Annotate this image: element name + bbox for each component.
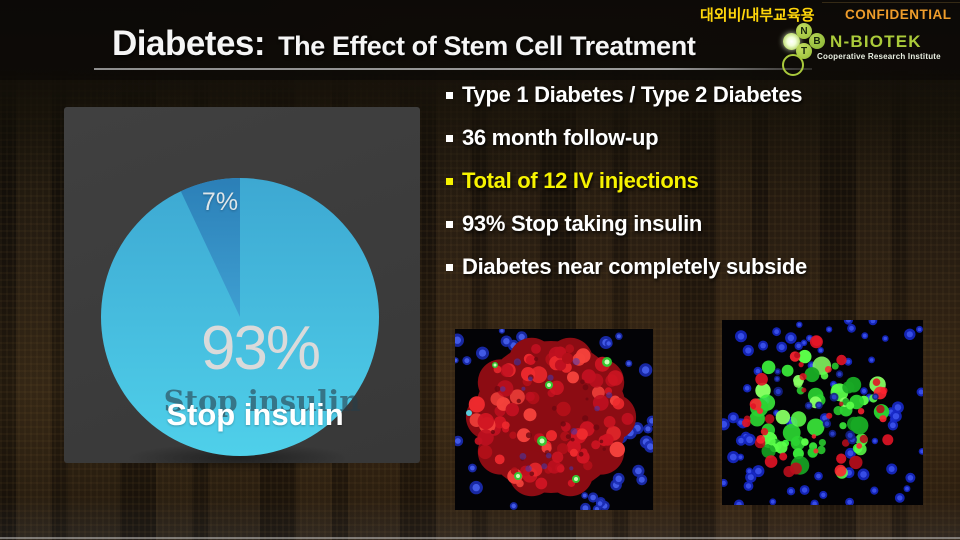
logo-subtitle: Cooperative Research Institute	[817, 52, 941, 61]
pie-chart	[101, 177, 379, 456]
histology-image-gfp-green-svg	[722, 320, 923, 505]
bullet-text: Diabetes near completely subside	[462, 254, 807, 279]
page-title-sub: The Effect of Stem Cell Treatment	[278, 31, 696, 61]
pie-caption-ghost: Stop insulin	[163, 384, 361, 418]
classification-label: 대외비/내부교육용	[700, 7, 815, 24]
nbiotek-logo: N B T N-BIOTEK Cooperative Research Inst…	[780, 20, 960, 76]
histology-image-insulin-red	[455, 329, 653, 510]
bullet-item: Type 1 Diabetes / Type 2 Diabetes	[446, 82, 807, 107]
confidential-label: CONFIDENTIAL	[845, 7, 952, 22]
bullet-square-icon	[446, 177, 453, 185]
bullet-text: Total of 12 IV injections	[462, 168, 699, 193]
logo-name: N-BIOTEK	[830, 32, 922, 51]
bullet-square-icon	[446, 263, 453, 271]
logo-node-b-icon: B	[809, 33, 825, 49]
bullet-text: Type 1 Diabetes / Type 2 Diabetes	[462, 82, 803, 107]
page-title: Diabetes: The Effect of Stem Cell Treatm…	[112, 24, 696, 64]
logo-node-n-icon: N	[796, 23, 812, 39]
bullet-square-icon	[446, 134, 453, 142]
bottom-edge-line	[0, 537, 960, 539]
bullet-item: Total of 12 IV injections	[446, 168, 807, 193]
pie-chart-panel: 7% 93% Stop insulin Stop insulin	[64, 107, 420, 473]
top-right-rule	[822, 2, 960, 3]
bullet-square-icon	[446, 91, 453, 99]
bullet-item: 93% Stop taking insulin	[446, 211, 807, 236]
histology-image-insulin-red-svg	[455, 329, 653, 510]
title-underline	[94, 68, 812, 70]
logo-node-t-icon: T	[796, 43, 812, 59]
bullet-item: 36 month follow-up	[446, 125, 807, 150]
bullet-list: Type 1 Diabetes / Type 2 Diabetes 36 mont…	[446, 82, 807, 299]
page-title-main: Diabetes:	[112, 24, 266, 63]
logo-open-circle-icon	[782, 54, 804, 76]
bullet-text: 93% Stop taking insulin	[462, 211, 703, 236]
bullet-item: Diabetes near completely subside	[446, 254, 807, 279]
pie-center-label: 93%	[200, 314, 321, 383]
bullet-square-icon	[446, 220, 453, 228]
bullet-text: 36 month follow-up	[462, 125, 659, 150]
pie-caption: Stop insulin	[166, 397, 344, 432]
logo-glow-circle-icon	[783, 33, 800, 50]
histology-image-gfp-green	[722, 320, 923, 505]
pie-slice-label-minor: 7%	[201, 188, 239, 216]
